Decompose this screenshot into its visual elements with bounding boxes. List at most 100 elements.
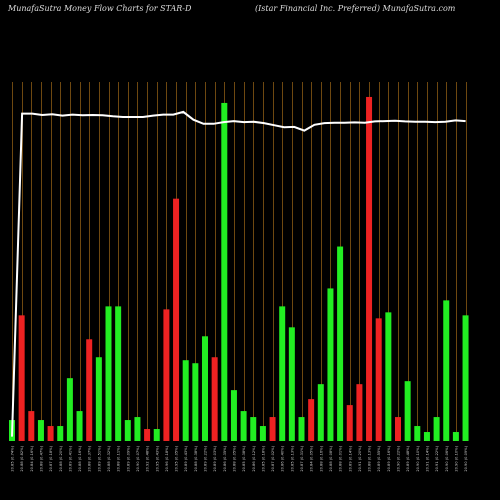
volume-bar	[86, 339, 93, 441]
x-tick-label: 20.89 (0.41%)	[68, 445, 72, 471]
x-tick-label: 20.88 (0.20%)	[59, 445, 63, 471]
volume-bar	[240, 411, 247, 441]
volume-bar	[230, 390, 237, 441]
x-tick-label: 20.88 (0.08%)	[329, 445, 333, 471]
x-tick-label: 20.88 (0.37%)	[88, 445, 92, 471]
volume-bar	[385, 312, 392, 441]
x-tick-label: 20.91 (0.20%)	[358, 445, 362, 471]
x-tick-label: 20.89 (0.09%)	[126, 445, 130, 471]
x-tick-label: 20.95 (0.05%)	[175, 445, 179, 471]
x-tick-labels: 20.85 (0.74%) 20.88 (0.82%) 20.84 (0.16%) 2…	[11, 445, 469, 471]
x-tick-label: 20.89 (0.22%)	[204, 445, 208, 471]
volume-bar	[28, 411, 35, 441]
volume-bar	[462, 315, 469, 441]
x-tick-label: 20.86 (0.40%)	[281, 445, 285, 471]
volume-bar	[221, 102, 228, 442]
volume-bar	[346, 405, 353, 441]
volume-bar	[443, 300, 450, 441]
volume-bar	[308, 399, 315, 441]
volume-bar	[57, 426, 64, 441]
grid-lines	[12, 82, 467, 441]
x-tick-label: 20.88 (0.16%)	[78, 445, 82, 471]
x-tick-label: 20.85 (0.38%)	[242, 445, 246, 471]
x-tick-label: 20.88 (0.47%)	[39, 445, 43, 471]
volume-bar	[250, 417, 257, 441]
volume-bar	[66, 378, 73, 441]
volume-bar	[76, 411, 83, 441]
volume-bar	[279, 306, 286, 441]
volume-bar	[124, 420, 131, 441]
x-tick-label: 20.90 (0.09%)	[464, 445, 468, 471]
volume-bar	[211, 357, 218, 441]
x-tick-label: 20.89 (0.03%)	[213, 445, 217, 471]
x-tick-label: 20.96 (0.18%)	[165, 445, 169, 471]
volume-bar	[375, 318, 382, 441]
x-tick-label: 20.88 (0.13%)	[368, 445, 372, 471]
x-tick-label: 20.89 (0.51%)	[97, 445, 101, 471]
x-tick-label: 20.85 (0.74%)	[11, 445, 15, 471]
volume-bars	[9, 96, 469, 442]
volume-bar	[18, 315, 25, 441]
volume-bar	[269, 417, 276, 441]
volume-bar	[163, 309, 170, 441]
volume-bar	[356, 384, 363, 441]
x-tick-label: 20.89 (0.48%)	[406, 445, 410, 471]
volume-bar	[105, 306, 112, 441]
x-tick-label: 20.88 (0.05%)	[232, 445, 236, 471]
volume-bar	[317, 384, 324, 441]
x-tick-label: 20.88 (0.82%)	[20, 445, 24, 471]
chart-title: MunafaSutra Money Flow Charts for STAR-D	[8, 4, 192, 13]
x-tick-label: 20.88 (0.38%)	[194, 445, 198, 471]
x-tick-label: 20.86 (0.12%)	[252, 445, 256, 471]
x-tick-label: 20.90 (0.10%)	[416, 445, 420, 471]
x-tick-label: 20.91 (0.22%)	[435, 445, 439, 471]
volume-bar	[337, 246, 344, 441]
x-tick-label: 20.88 (0.16%)	[319, 445, 323, 471]
volume-bar	[414, 426, 421, 441]
volume-bar	[47, 426, 54, 441]
volume-bar	[95, 357, 102, 441]
volume-bar	[259, 426, 266, 441]
x-tick-label: 20.89 (0.14%)	[348, 445, 352, 471]
x-tick-label: 20.85 (0.18%)	[261, 445, 265, 471]
volume-bar	[366, 96, 373, 441]
x-tick-label: 20.90 (0.10%)	[454, 445, 458, 471]
x-tick-label: 20.89 (0.55%)	[377, 445, 381, 471]
volume-bar	[452, 432, 459, 441]
volume-bar	[327, 288, 334, 441]
volume-bar	[182, 360, 189, 441]
volume-bar	[144, 429, 151, 441]
volume-bar	[298, 417, 305, 441]
x-tick-label: 20.84 (0.16%)	[30, 445, 34, 471]
x-tick-label: 20.95 (0.43%)	[155, 445, 159, 471]
volume-bar	[433, 417, 440, 441]
volume-bar	[153, 429, 160, 441]
volume-bar	[134, 417, 141, 441]
x-tick-label: 20.91 (0.14%)	[425, 445, 429, 471]
x-tick-label: 20.84 (0.05%)	[310, 445, 314, 471]
volume-bar	[202, 336, 208, 441]
x-tick-label: 20.90 (0.07%)	[136, 445, 140, 471]
volume-bar	[115, 306, 122, 441]
price-line	[11, 110, 466, 437]
x-tick-label: 20.87 (0.02%)	[271, 445, 275, 471]
x-tick-label: 20.86 (0.35%)	[223, 445, 227, 471]
chart-subtitle: (Istar Financial Inc. Preferred) MunafaS…	[255, 4, 456, 13]
volume-bar	[173, 198, 180, 441]
x-tick-label: 20.87 (0.18%)	[49, 445, 53, 471]
x-tick-label: 20.90 (0.22%)	[397, 445, 401, 471]
x-tick-label: 20.88 (0.32%)	[107, 445, 111, 471]
volume-bar	[395, 417, 401, 441]
x-tick-label: 20.90 (0.06%)	[445, 445, 449, 471]
x-tick-label: 20.85 (0.13%)	[290, 445, 294, 471]
x-tick-label: 20.88 (0.11%)	[117, 445, 121, 471]
volume-bar	[404, 381, 411, 441]
x-tick-label: 20.89 (0.16%)	[387, 445, 391, 471]
price-line-layer	[11, 110, 466, 437]
volume-bar	[192, 363, 199, 441]
volume-bar	[37, 420, 44, 441]
volume-bar	[288, 327, 295, 441]
x-tick-label: 20.87 (0.31%)	[300, 445, 304, 471]
x-tick-label: 20.89 (0.43%)	[184, 445, 188, 471]
